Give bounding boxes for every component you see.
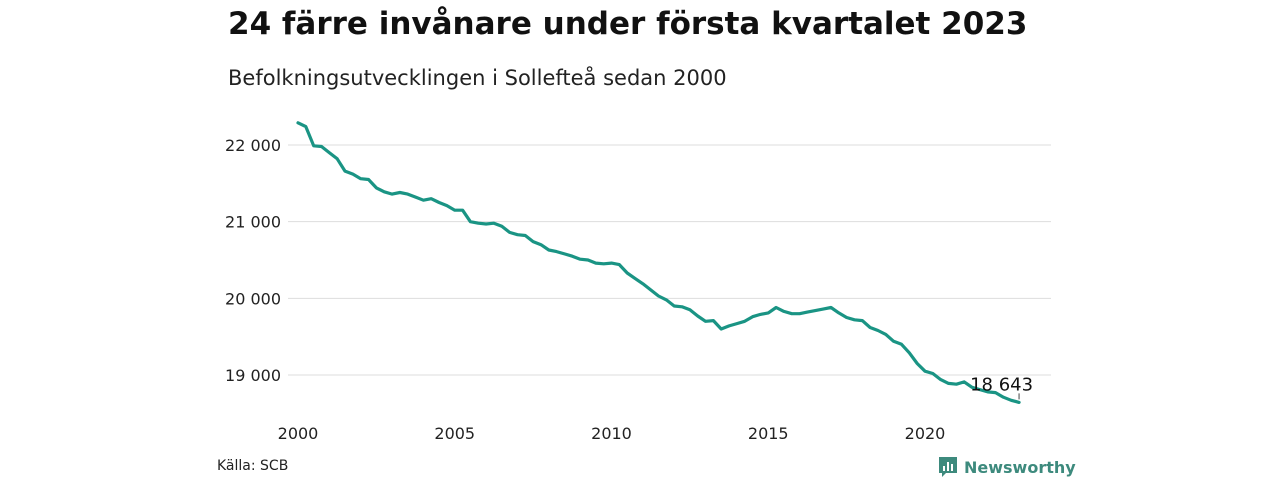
chart-title: 24 färre invånare under första kvartalet… xyxy=(228,6,1028,42)
x-tick-label: 2015 xyxy=(748,424,789,443)
y-tick-label: 22 000 xyxy=(225,136,281,155)
chart-subtitle: Befolkningsutvecklingen i Sollefteå seda… xyxy=(228,66,727,90)
end-value-label: 18 643 xyxy=(970,374,1033,395)
x-axis-tick-labels: 2000 2005 2010 2015 2020 xyxy=(278,424,946,443)
x-tick-label: 2005 xyxy=(434,424,475,443)
y-tick-label: 19 000 xyxy=(225,366,281,385)
brand-name: Newsworthy xyxy=(964,457,1076,477)
brand-logo[interactable]: Newsworthy xyxy=(938,456,1076,478)
newsworthy-logo-icon xyxy=(939,457,957,477)
y-axis-tick-labels: 19 000 20 000 21 000 22 000 xyxy=(225,136,281,385)
y-tick-label: 21 000 xyxy=(225,213,281,232)
grid-lines xyxy=(288,144,1051,376)
source-label: Källa: SCB xyxy=(217,458,289,474)
population-line xyxy=(296,121,1021,404)
x-tick-label: 2010 xyxy=(591,424,632,443)
x-tick-label: 2000 xyxy=(278,424,319,443)
x-tick-label: 2020 xyxy=(905,424,946,443)
y-tick-label: 20 000 xyxy=(225,289,281,308)
